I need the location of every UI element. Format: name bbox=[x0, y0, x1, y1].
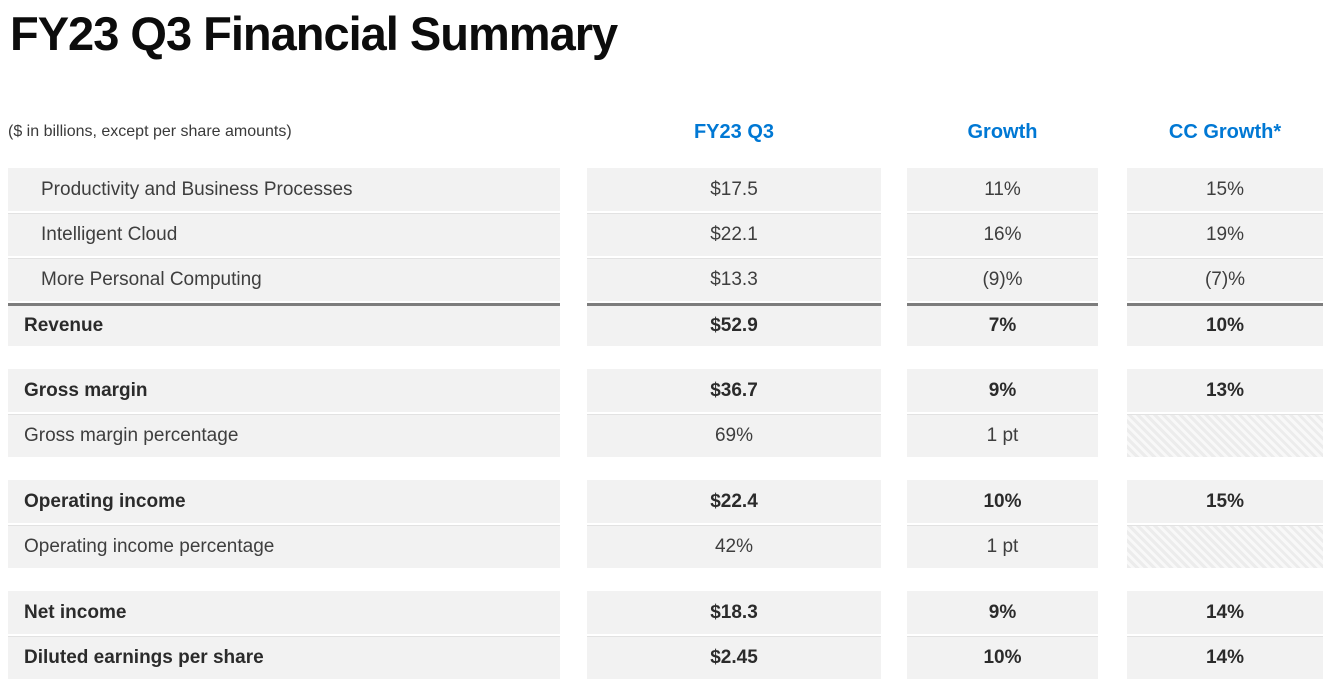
cell-fy23q3: 42% bbox=[587, 525, 881, 568]
row-label: Gross margin bbox=[8, 369, 560, 412]
cell-cc-growth: 10% bbox=[1127, 303, 1323, 346]
financial-table: Productivity and Business Processes $17.… bbox=[8, 168, 1339, 679]
gross-margin-section: Gross margin $36.7 9% 13% Gross margin p… bbox=[8, 369, 1339, 457]
cell-growth: 10% bbox=[907, 636, 1098, 679]
table-header-row: ($ in billions, except per share amounts… bbox=[8, 118, 1339, 146]
page-title: FY23 Q3 Financial Summary bbox=[10, 7, 618, 60]
cell-growth: 16% bbox=[907, 213, 1098, 256]
cell-cc-growth-hatched bbox=[1127, 414, 1323, 457]
table-row-total: Net income $18.3 9% 14% bbox=[8, 591, 1339, 634]
cell-growth: 9% bbox=[907, 369, 1098, 412]
cell-fy23q3: $13.3 bbox=[587, 258, 881, 301]
cell-fy23q3: $22.1 bbox=[587, 213, 881, 256]
cell-growth: 9% bbox=[907, 591, 1098, 634]
cell-fy23q3: $22.4 bbox=[587, 480, 881, 523]
cell-growth: 7% bbox=[907, 303, 1098, 346]
table-row: Gross margin percentage 69% 1 pt bbox=[8, 414, 1339, 457]
table-row: Operating income percentage 42% 1 pt bbox=[8, 525, 1339, 568]
cell-growth: 10% bbox=[907, 480, 1098, 523]
cell-growth: 1 pt bbox=[907, 414, 1098, 457]
cell-fy23q3: 69% bbox=[587, 414, 881, 457]
net-income-section: Net income $18.3 9% 14% Diluted earnings… bbox=[8, 591, 1339, 679]
table-row: Productivity and Business Processes $17.… bbox=[8, 168, 1339, 211]
cell-cc-growth: 19% bbox=[1127, 213, 1323, 256]
cell-fy23q3: $17.5 bbox=[587, 168, 881, 211]
table-row-total: Diluted earnings per share $2.45 10% 14% bbox=[8, 636, 1339, 679]
revenue-section: Productivity and Business Processes $17.… bbox=[8, 168, 1339, 346]
cell-cc-growth-hatched bbox=[1127, 525, 1323, 568]
column-header-cc-growth: CC Growth* bbox=[1168, 120, 1282, 143]
table-row-total: Operating income $22.4 10% 15% bbox=[8, 480, 1339, 523]
table-row-total: Gross margin $36.7 9% 13% bbox=[8, 369, 1339, 412]
table-row: Intelligent Cloud $22.1 16% 19% bbox=[8, 213, 1339, 256]
row-label: Operating income bbox=[8, 480, 560, 523]
table-row: More Personal Computing $13.3 (9)% (7)% bbox=[8, 258, 1339, 301]
cell-growth: 11% bbox=[907, 168, 1098, 211]
cell-cc-growth: 15% bbox=[1127, 480, 1323, 523]
table-caption: ($ in billions, except per share amounts… bbox=[8, 123, 292, 140]
row-label: Productivity and Business Processes bbox=[8, 168, 560, 211]
row-label: Gross margin percentage bbox=[8, 414, 560, 457]
row-label: Net income bbox=[8, 591, 560, 634]
cell-fy23q3: $36.7 bbox=[587, 369, 881, 412]
slide: FY23 Q3 Financial Summary ($ in billions… bbox=[0, 6, 1339, 691]
cell-fy23q3: $2.45 bbox=[587, 636, 881, 679]
column-header-fy23q3: FY23 Q3 bbox=[693, 120, 775, 143]
cell-cc-growth: (7)% bbox=[1127, 258, 1323, 301]
cell-cc-growth: 13% bbox=[1127, 369, 1323, 412]
cell-fy23q3: $18.3 bbox=[587, 591, 881, 634]
row-label: More Personal Computing bbox=[8, 258, 560, 301]
cell-cc-growth: 14% bbox=[1127, 591, 1323, 634]
operating-income-section: Operating income $22.4 10% 15% Operating… bbox=[8, 480, 1339, 568]
row-label: Diluted earnings per share bbox=[8, 636, 560, 679]
row-label: Operating income percentage bbox=[8, 525, 560, 568]
cell-cc-growth: 15% bbox=[1127, 168, 1323, 211]
cell-fy23q3: $52.9 bbox=[587, 303, 881, 346]
cell-growth: 1 pt bbox=[907, 525, 1098, 568]
column-header-growth: Growth bbox=[967, 120, 1038, 143]
row-label: Intelligent Cloud bbox=[8, 213, 560, 256]
cell-cc-growth: 14% bbox=[1127, 636, 1323, 679]
table-row-total: Revenue $52.9 7% 10% bbox=[8, 303, 1339, 346]
row-label: Revenue bbox=[8, 303, 560, 346]
cell-growth: (9)% bbox=[907, 258, 1098, 301]
